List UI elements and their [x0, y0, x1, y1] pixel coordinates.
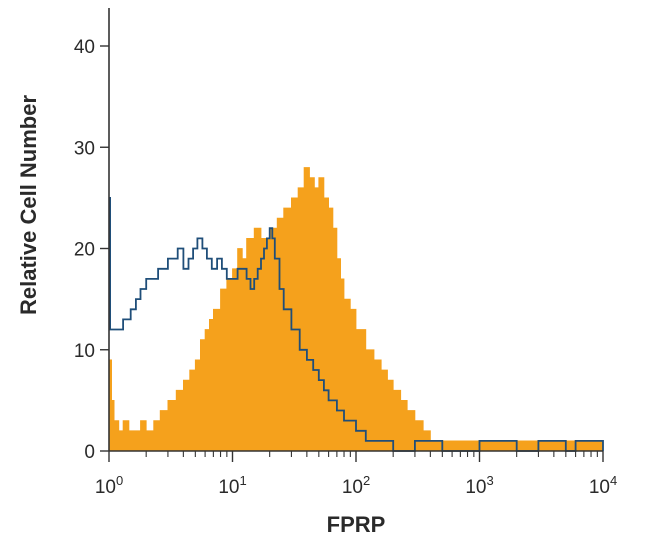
- y-tick-label: 20: [74, 240, 95, 261]
- y-tick-label: 0: [84, 442, 95, 463]
- plot-area: [108, 167, 604, 452]
- y-tick-label: 10: [74, 341, 95, 362]
- x-tick-label: 100: [95, 473, 123, 498]
- y-tick-label: 30: [74, 138, 95, 159]
- x-axis-title: FPRP: [327, 512, 386, 537]
- y-axis-title: Relative Cell Number: [16, 95, 41, 316]
- x-tick-label: 103: [465, 473, 493, 498]
- ticks: 0 10 20 30 40 100 101 102 103 104: [74, 37, 617, 498]
- series-0-filled-histogram: [108, 167, 604, 452]
- series-1-outline-histogram: [109, 197, 604, 452]
- x-tick-label: 104: [589, 473, 617, 498]
- y-tick-label: 40: [74, 37, 95, 58]
- x-tick-label: 101: [218, 473, 246, 498]
- x-tick-label: 102: [342, 473, 370, 498]
